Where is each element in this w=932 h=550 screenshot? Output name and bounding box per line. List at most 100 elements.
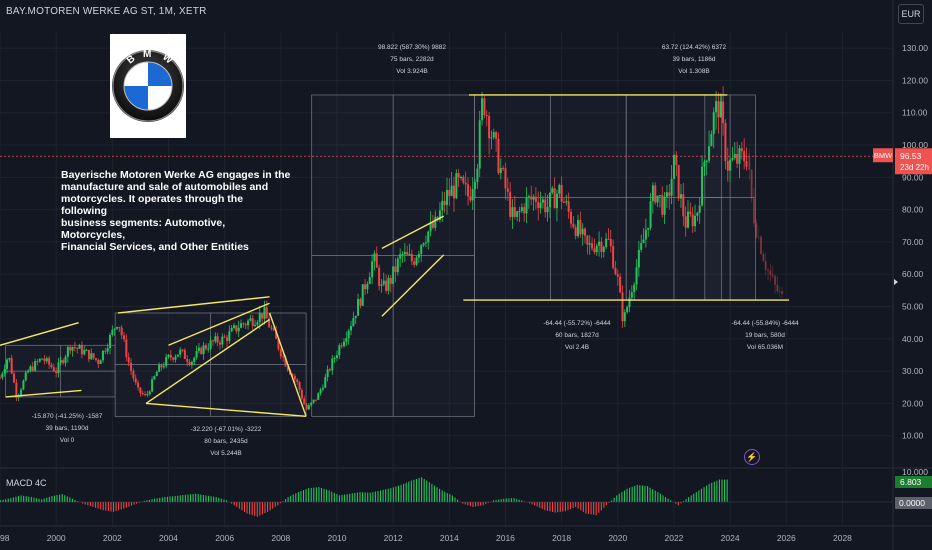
candle-body	[520, 207, 523, 212]
ticker-badge	[873, 148, 893, 163]
macd-bar	[251, 502, 253, 516]
lightning-icon[interactable]: ⚡	[744, 449, 760, 465]
candle-body	[719, 101, 722, 118]
macd-bar	[600, 502, 602, 511]
candle-body	[672, 154, 675, 179]
candle-body	[518, 211, 521, 213]
candle-body	[469, 196, 472, 201]
candle-body	[218, 342, 221, 345]
candle-body	[647, 227, 650, 230]
candle-body	[588, 243, 591, 245]
candle-body	[66, 347, 69, 357]
macd-bar	[25, 496, 27, 502]
candle-body	[574, 227, 577, 237]
macd-bar	[413, 479, 415, 502]
candle-body	[745, 161, 748, 167]
candle-body	[279, 349, 282, 357]
macd-bar	[38, 498, 40, 502]
y-tick-label: 50.00	[902, 302, 924, 312]
y-tick-label: 90.00	[902, 172, 924, 182]
candle-body	[462, 176, 465, 183]
candle-body	[633, 284, 636, 293]
candle-body	[221, 336, 224, 345]
macd-bar	[100, 502, 102, 510]
candle-body	[214, 336, 217, 342]
macd-bar	[28, 496, 30, 502]
candle-body	[572, 223, 575, 228]
macd-bar	[482, 502, 484, 506]
candle-body	[534, 196, 537, 203]
candle-body	[429, 222, 432, 232]
macd-bar	[726, 479, 728, 502]
macd-bar	[338, 495, 341, 502]
candle-body	[710, 134, 713, 147]
candle-body	[34, 361, 37, 371]
candle-body	[76, 347, 79, 349]
candle-body	[757, 236, 760, 238]
candle-body	[94, 358, 97, 360]
candle-body	[654, 185, 657, 203]
candle-body	[373, 253, 376, 262]
candle-body	[417, 253, 420, 258]
candle-body	[705, 160, 708, 163]
candle-body	[593, 248, 596, 253]
symbol-title[interactable]: BAY.MOTOREN WERKE AG ST, 1M, XETR	[6, 6, 207, 17]
macd-title[interactable]: MACD 4C	[6, 478, 47, 488]
candle-body	[689, 211, 692, 215]
y-tick-label: 100.00	[902, 140, 928, 150]
candle-body	[420, 245, 423, 254]
candle-body	[640, 243, 643, 250]
macd-bar	[372, 492, 374, 502]
candle-body	[48, 358, 51, 365]
macd-bar	[110, 502, 112, 512]
candle-body	[548, 192, 551, 208]
macd-bar	[700, 488, 703, 502]
candle-body	[396, 258, 399, 273]
candle-body	[649, 201, 652, 228]
candle-body	[513, 207, 516, 218]
candle-body	[331, 358, 334, 371]
candle-body	[539, 202, 542, 209]
candle-body	[148, 391, 151, 395]
candle-body	[83, 350, 86, 355]
macd-bar	[441, 490, 443, 502]
x-tick-label: 2008	[271, 533, 290, 543]
macd-bar	[210, 496, 212, 502]
macd-zero-badge	[895, 497, 932, 509]
macd-bar	[297, 492, 299, 502]
macd-bar	[367, 492, 369, 502]
candle-body	[586, 235, 589, 245]
candle-body	[298, 381, 301, 391]
macd-bar	[621, 492, 623, 502]
candle-body	[265, 307, 268, 319]
macd-bar	[287, 497, 289, 502]
candle-body	[291, 374, 294, 376]
candle-body	[312, 399, 315, 403]
candle-body	[621, 292, 624, 322]
macd-bar	[534, 502, 536, 506]
candle-body	[509, 191, 512, 217]
macd-bar	[644, 485, 646, 502]
macd-bar	[238, 502, 240, 509]
candle-body	[247, 320, 250, 326]
macd-bar	[585, 502, 587, 514]
macd-bar	[249, 502, 251, 515]
macd-bar	[626, 488, 628, 502]
candle-body	[127, 357, 130, 363]
macd-bar	[282, 501, 284, 502]
candle-body	[551, 188, 554, 193]
macd-bar	[670, 500, 672, 502]
macd-bar	[154, 498, 156, 502]
candle-body	[413, 261, 416, 265]
macd-axis-label: 10.000	[902, 467, 928, 477]
macd-bar	[374, 491, 376, 502]
macd-bar	[51, 496, 53, 502]
candle-body	[10, 358, 13, 374]
candle-body	[781, 291, 784, 294]
currency-button[interactable]: EUR	[898, 4, 924, 24]
candle-body	[441, 200, 444, 211]
candle-body	[225, 337, 228, 341]
candle-body	[361, 284, 364, 306]
candle-body	[69, 347, 72, 351]
